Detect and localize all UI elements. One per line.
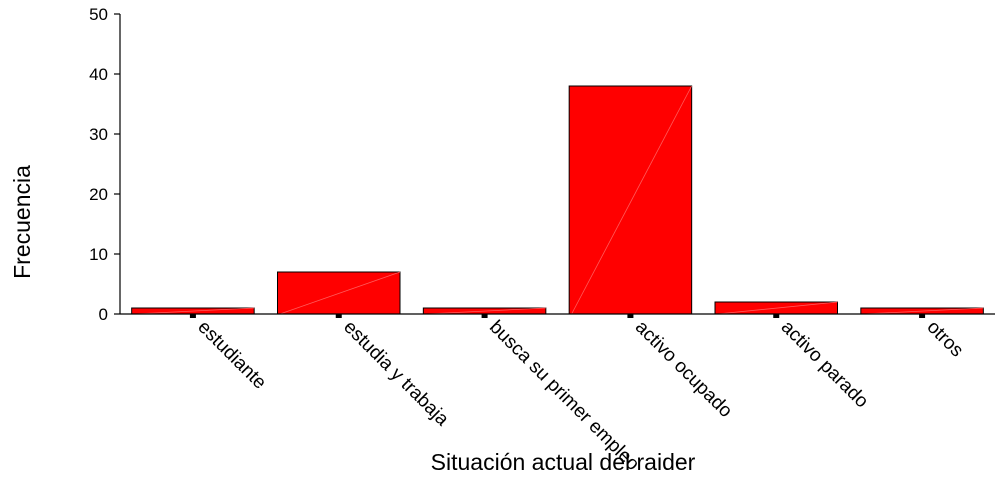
x-tick-label: estudia y trabaja: [339, 317, 453, 431]
y-tick-label: 40: [89, 65, 108, 84]
x-tick-mark: [773, 314, 780, 318]
bar-shading-line: [425, 307, 546, 315]
y-tick-label: 10: [89, 245, 108, 264]
x-tick-label: activo ocupado: [631, 317, 736, 422]
y-tick-label: 50: [89, 5, 108, 24]
y-tick-label: 0: [99, 305, 108, 324]
x-axis-ticks: [189, 314, 926, 318]
x-tick-mark: [189, 314, 196, 318]
y-axis-title: Frecuencia: [9, 165, 35, 279]
x-tick-label: estudiante: [193, 317, 270, 394]
x-tick-mark: [481, 314, 488, 318]
x-tick-mark: [627, 314, 634, 318]
x-tick-mark: [335, 314, 342, 318]
x-axis-title: Situación actual del raider: [431, 449, 696, 475]
x-tick-mark: [919, 314, 926, 318]
x-tick-label: activo parado: [777, 317, 873, 413]
x-tick-label: otros: [923, 317, 968, 362]
bar-shading-line: [863, 307, 984, 315]
bars: [131, 85, 984, 315]
bar-shading-line: [571, 85, 693, 315]
y-axis-ticks: 0 10 20 30 40 50: [89, 5, 120, 324]
bar-shading-line: [134, 307, 255, 315]
y-tick-label: 20: [89, 185, 108, 204]
bar-shading-line: [279, 271, 401, 315]
y-tick-label: 30: [89, 125, 108, 144]
bar-shading-line: [717, 301, 838, 315]
